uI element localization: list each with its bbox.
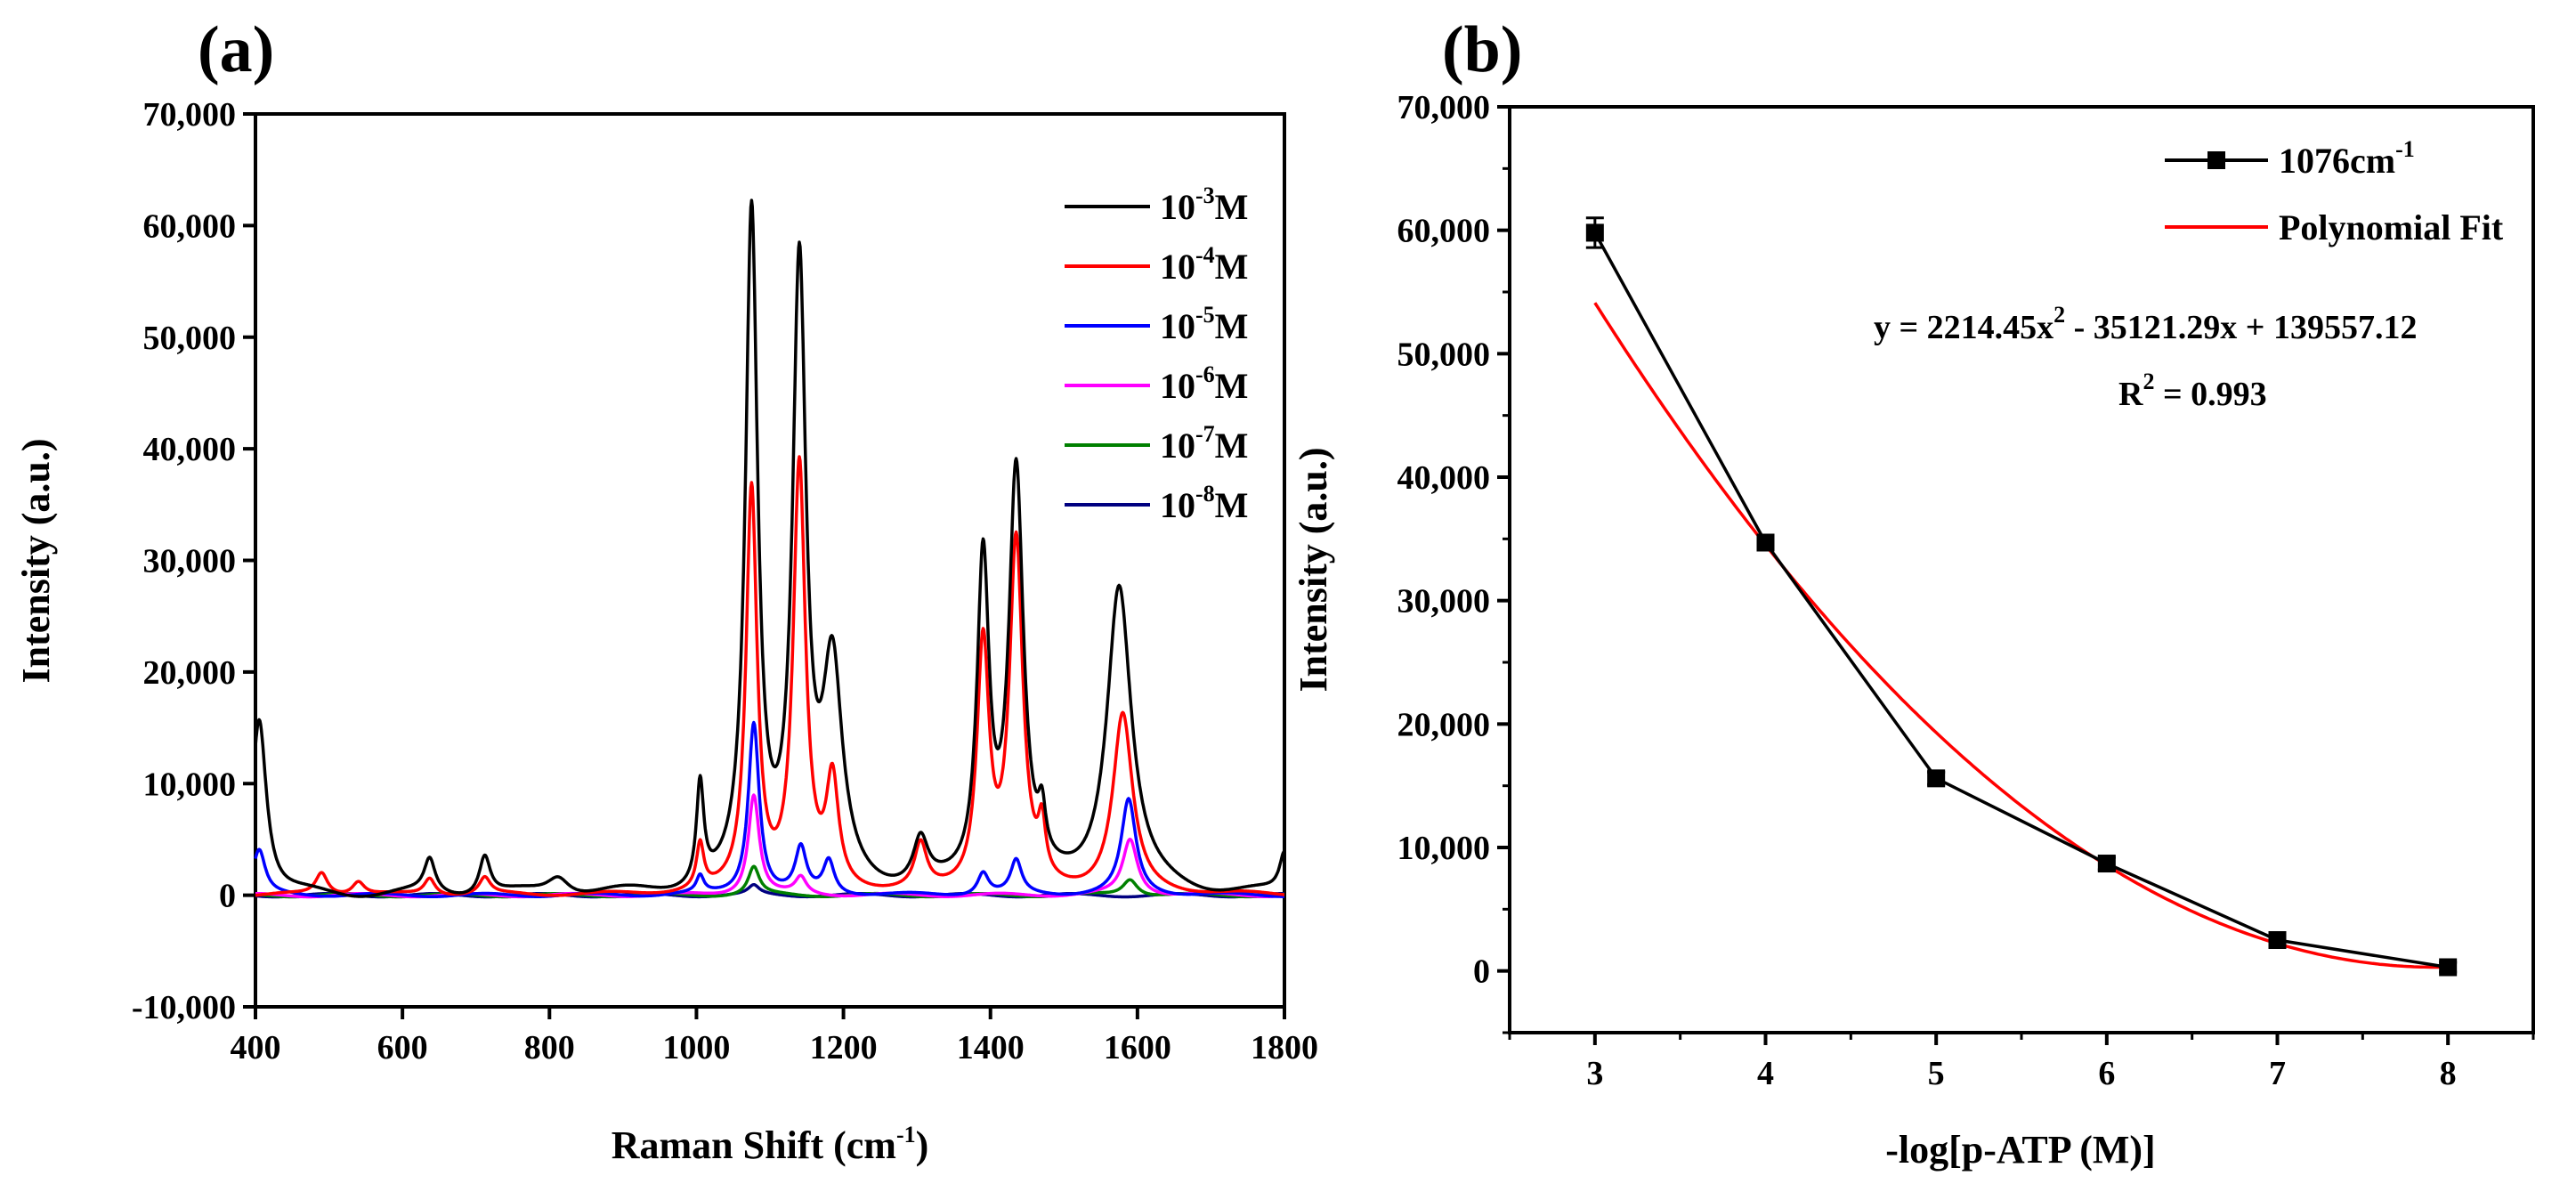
data-point-marker — [2268, 931, 2287, 949]
data-point-marker — [2439, 958, 2458, 977]
legend-item-label: 10-3M — [1160, 182, 1248, 227]
data-series-line — [1593, 231, 2449, 969]
b-y-tick-label: 30,000 — [1397, 583, 1491, 620]
a-series-line--5 — [254, 720, 1285, 899]
b-y-tick-label: 60,000 — [1397, 213, 1491, 250]
legend-item-label: 10-4M — [1160, 242, 1248, 287]
a-y-tick-label: 0 — [219, 878, 236, 915]
panel-a-curves — [254, 199, 1285, 899]
legend-fit-label: Polynomial Fit — [2279, 207, 2504, 247]
b-y-tick-label: 70,000 — [1397, 89, 1491, 126]
data-point-marker — [2097, 855, 2116, 873]
b-x-tick-label: 3 — [1586, 1055, 1603, 1092]
panel-a-plot-frame — [254, 112, 1286, 1009]
panel-b-x-axis-label: -log[p-ATP (M)] — [1885, 1128, 2155, 1172]
panel-a-x-axis-label: Raman Shift (cm-1) — [612, 1122, 929, 1167]
panel-a-legend: 10-3M 10-4M 10-5M 10-6M 10-7M 10-8M — [1065, 182, 1248, 525]
b-y-tick-label: 40,000 — [1397, 459, 1491, 497]
b-y-tick-label: 50,000 — [1397, 336, 1491, 373]
panel-b-legend: 1076cm-1 Polynomial Fit — [2165, 136, 2504, 247]
polynomial-fit-curve — [1593, 302, 2449, 969]
a-series-line--3 — [254, 199, 1285, 898]
r-squared: R2 = 0.993 — [2118, 369, 2267, 413]
panel-b: (b) 0 10,000 20,000 30,000 40,000 50,000 60,00… — [1292, 13, 2535, 1172]
b-x-tick-label: 7 — [2269, 1055, 2286, 1092]
panel-b-y-ticks: 0 10,000 20,000 30,000 40,000 50,000 60,000 70,… — [1397, 89, 1510, 1034]
data-point-marker — [1585, 223, 1604, 242]
panel-b-curves — [1585, 216, 2458, 977]
panel-b-y-axis-label: Intensity (a.u.) — [1292, 447, 1335, 692]
b-x-tick-label: 5 — [1928, 1055, 1945, 1092]
panel-a-x-ticks: 400 600 800 1000 1200 1400 1600 1800 — [231, 1007, 1318, 1066]
panel-a-y-axis-label: Intensity (a.u.) — [14, 438, 58, 683]
a-x-tick-label: 1800 — [1251, 1029, 1318, 1066]
a-x-tick-label: 400 — [231, 1029, 281, 1066]
panel-a-y-ticks: -10,000 0 10,000 20,000 30,000 40,000 50,000 60… — [132, 96, 255, 1026]
fit-equation: y = 2214.45x2 - 35121.29x + 139557.12 — [1874, 302, 2417, 346]
b-y-tick-label: 0 — [1473, 953, 1490, 991]
legend-1076-label: 1076cm-1 — [2279, 136, 2415, 181]
legend-1076-marker — [2207, 151, 2225, 169]
a-x-tick-label: 1600 — [1104, 1029, 1171, 1066]
b-x-tick-label: 4 — [1757, 1055, 1774, 1092]
a-y-tick-label: 40,000 — [143, 431, 237, 468]
legend-item-label: 10-5M — [1160, 302, 1248, 346]
panel-b-x-ticks: 3 4 5 6 7 8 — [1508, 1033, 2535, 1092]
a-x-tick-label: 600 — [377, 1029, 428, 1066]
panel-a-label: (a) — [198, 13, 274, 86]
a-x-tick-label: 1000 — [662, 1029, 730, 1066]
data-point-marker — [1927, 769, 1946, 788]
a-x-tick-label: 1200 — [810, 1029, 878, 1066]
a-y-tick-label: 50,000 — [143, 320, 237, 357]
panel-b-label: (b) — [1442, 13, 1522, 86]
b-x-tick-label: 6 — [2098, 1055, 2115, 1092]
b-y-tick-label: 20,000 — [1397, 706, 1491, 743]
panel-a: (a) -10,000 0 10,000 20,000 30,000 40,000 50,0… — [14, 13, 1318, 1167]
a-y-tick-label: -10,000 — [132, 989, 236, 1026]
b-x-tick-label: 8 — [2440, 1055, 2457, 1092]
b-y-tick-label: 10,000 — [1397, 830, 1491, 867]
a-y-tick-label: 70,000 — [143, 96, 237, 134]
legend-item-label: 10-8M — [1160, 481, 1248, 525]
data-point-marker — [1756, 533, 1775, 552]
a-x-tick-label: 1400 — [957, 1029, 1025, 1066]
a-y-tick-label: 10,000 — [143, 766, 237, 803]
a-y-tick-label: 60,000 — [143, 207, 237, 245]
legend-item-label: 10-7M — [1160, 421, 1248, 466]
a-series-line--4 — [255, 455, 1285, 897]
a-x-tick-label: 800 — [524, 1029, 575, 1066]
a-y-tick-label: 20,000 — [143, 654, 237, 692]
a-y-tick-label: 30,000 — [143, 543, 237, 580]
a-series-line--6 — [255, 793, 1285, 899]
legend-item-label: 10-6M — [1160, 361, 1248, 406]
